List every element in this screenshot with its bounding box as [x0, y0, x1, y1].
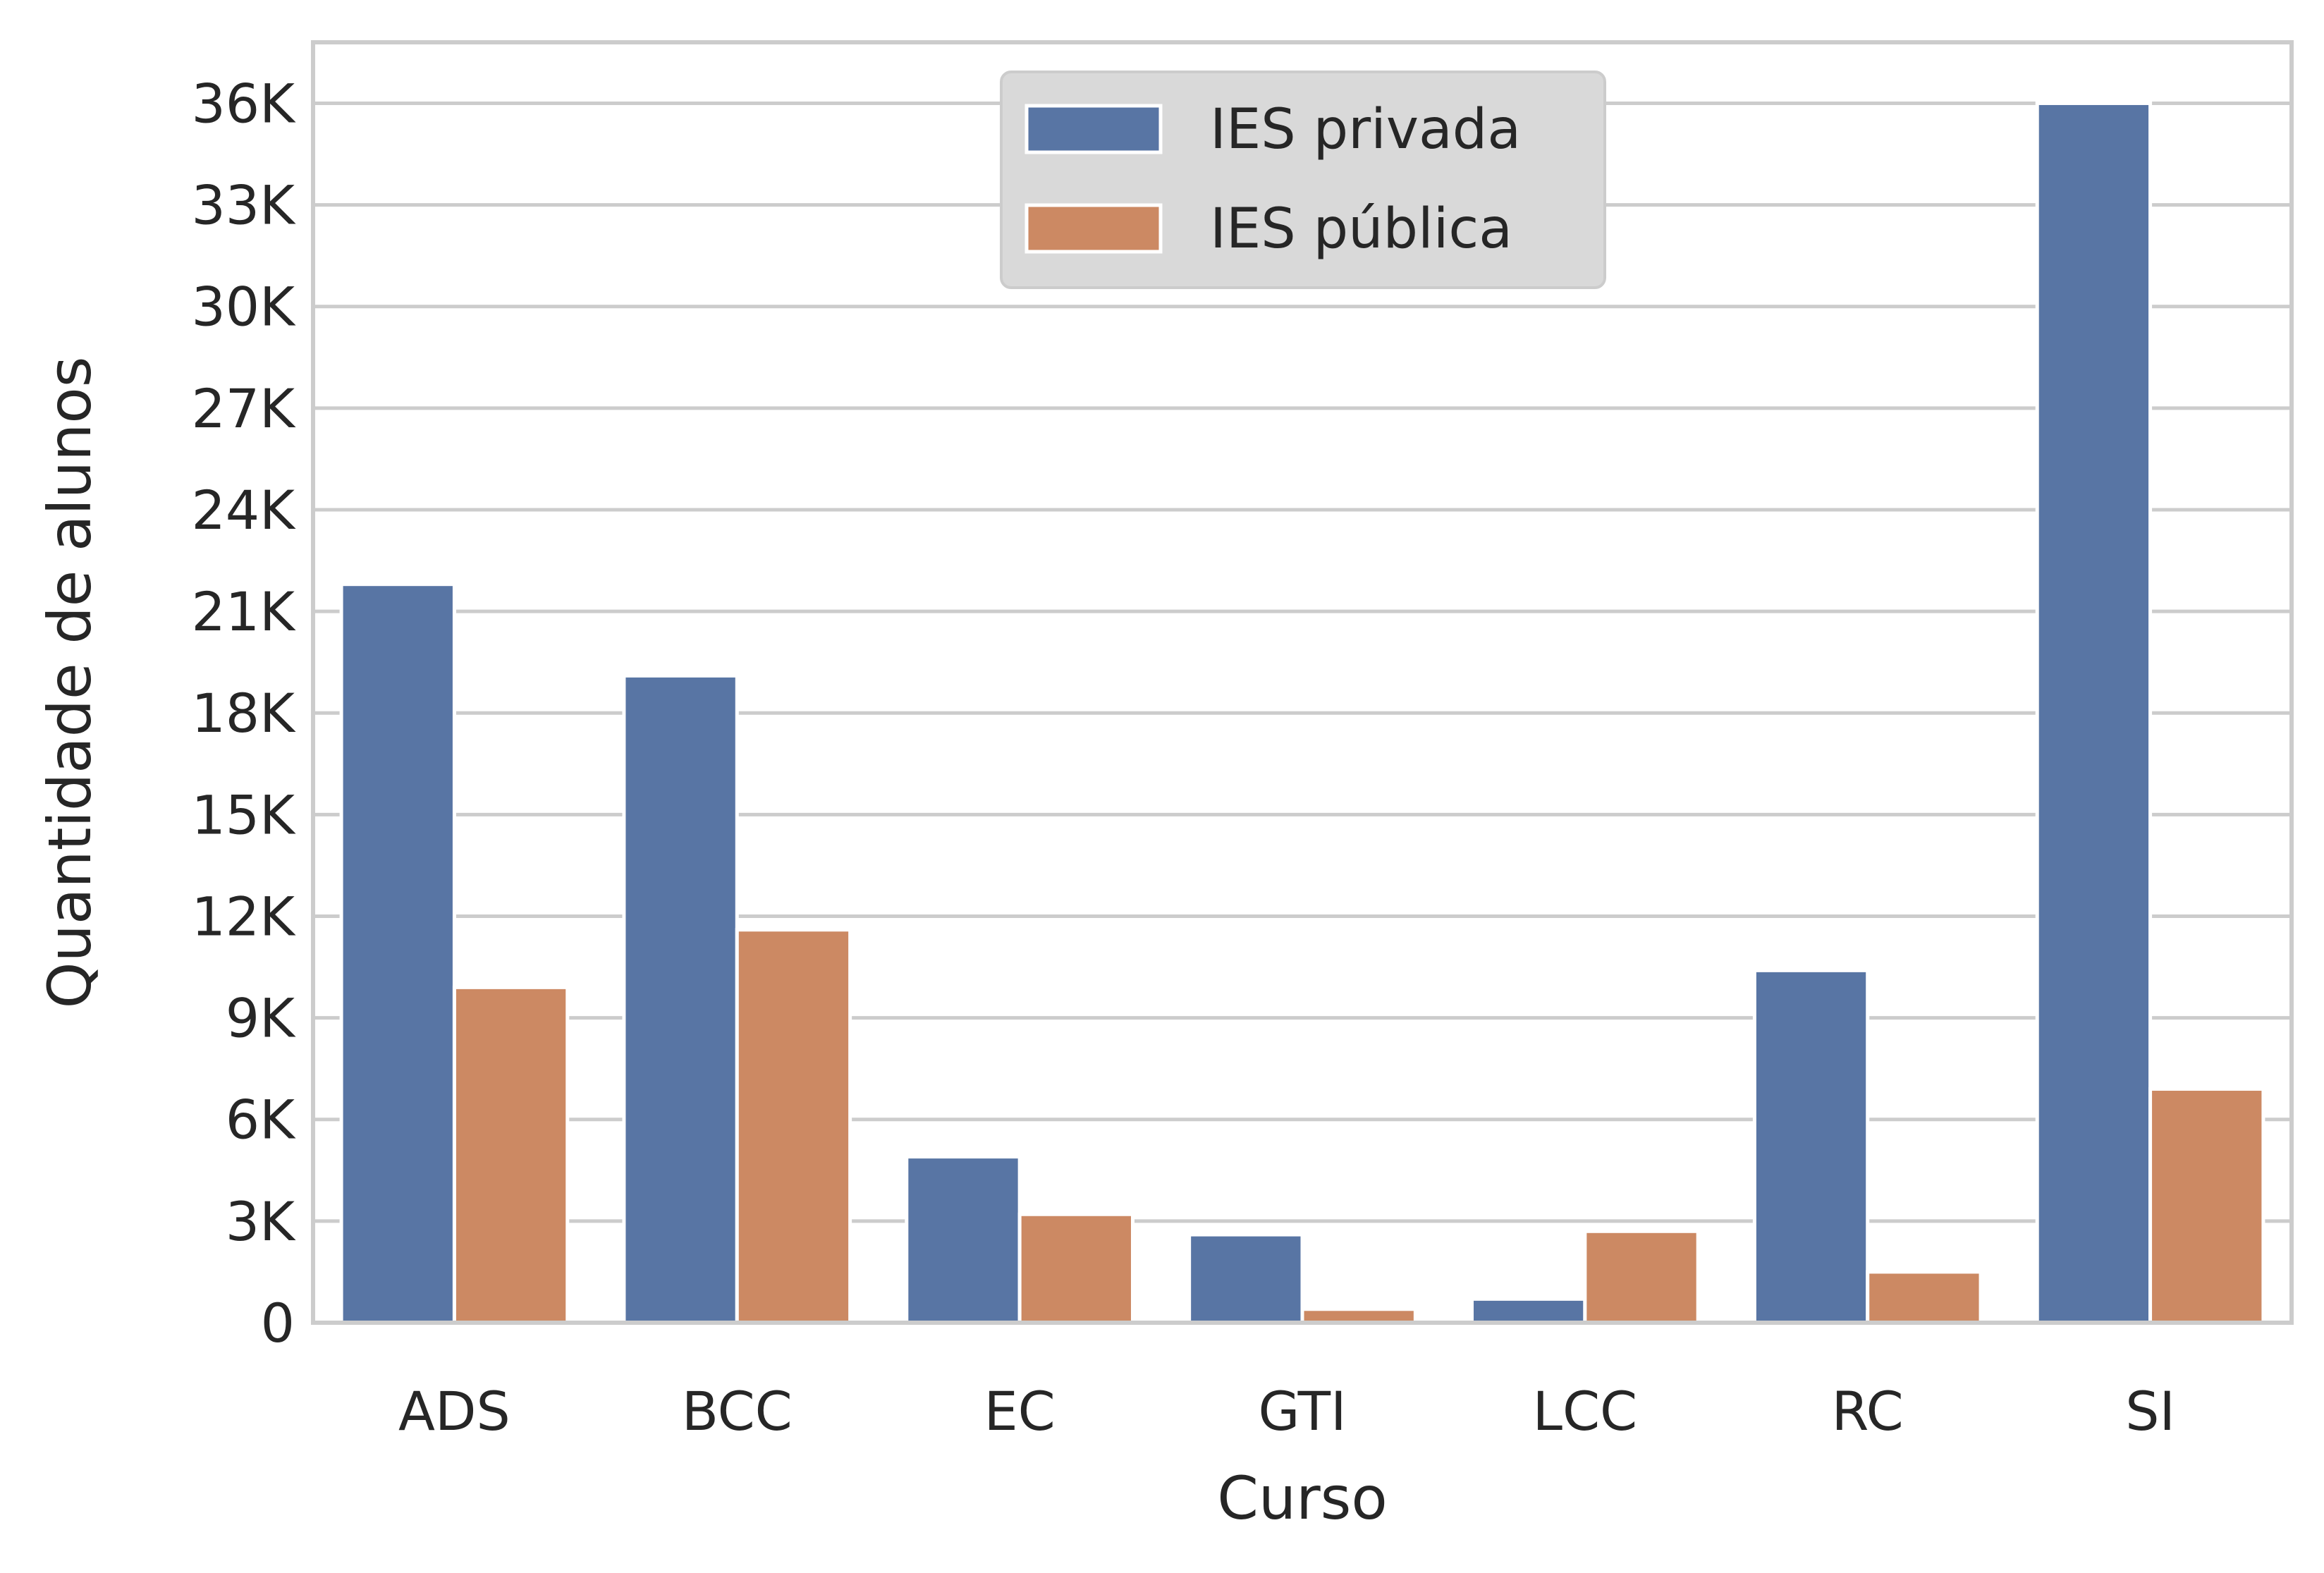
y-tick-label: 36K	[191, 72, 296, 135]
x-tick-label: SI	[2125, 1380, 2175, 1443]
legend-label: IES privada	[1210, 98, 1521, 161]
y-tick-label: 0	[261, 1292, 295, 1354]
bar-rc-series-1	[1752, 968, 1870, 1325]
x-tick-label: LCC	[1533, 1380, 1637, 1443]
bar-si-series-1	[2035, 101, 2153, 1325]
bar-si-series-2	[2148, 1087, 2265, 1325]
bar-ec-series-1	[905, 1155, 1022, 1325]
x-tick-label: RC	[1832, 1380, 1904, 1443]
x-tick-label: GTI	[1258, 1380, 1346, 1443]
legend-label: IES pública	[1210, 197, 1512, 261]
bar-ads-series-2	[452, 985, 570, 1325]
legend: IES privada IES pública	[1000, 71, 1606, 289]
x-axis-ticks: ADS BCC EC GTI LCC RC SI	[398, 1380, 2175, 1443]
y-tick-label: 3K	[226, 1190, 296, 1253]
bar-rc-series-2	[1866, 1270, 1983, 1325]
x-tick-label: EC	[984, 1380, 1056, 1443]
y-tick-label: 15K	[191, 783, 296, 846]
x-axis-label: Curso	[1217, 1464, 1388, 1533]
bar-lcc-series-2	[1583, 1229, 1700, 1325]
legend-swatch	[1025, 203, 1163, 254]
bar-gti-series-1	[1187, 1232, 1304, 1325]
y-axis-label: Quantidade de alunos	[35, 357, 104, 1009]
x-tick-label: BCC	[682, 1380, 793, 1443]
plot-frame	[311, 40, 2294, 1325]
legend-swatch	[1025, 104, 1163, 154]
y-tick-label: 21K	[191, 580, 296, 643]
y-tick-label: 6K	[226, 1089, 296, 1151]
y-axis-ticks: 0 3K 6K 9K 12K 15K 18K 21K 24K 27K 30K 33K 36K	[191, 72, 296, 1354]
y-tick-label: 12K	[191, 885, 296, 948]
bar-bcc-series-1	[622, 673, 739, 1325]
y-tick-label: 9K	[226, 987, 296, 1050]
bars	[339, 101, 2265, 1325]
y-tick-label: 30K	[191, 276, 296, 338]
x-tick-label: ADS	[398, 1380, 510, 1443]
y-tick-label: 18K	[191, 682, 296, 745]
y-tick-label: 27K	[191, 377, 296, 440]
y-tick-label: 24K	[191, 479, 296, 541]
bar-ads-series-1	[339, 582, 456, 1325]
y-tick-label: 33K	[191, 174, 296, 237]
bar-lcc-series-1	[1470, 1297, 1587, 1325]
bar-bcc-series-2	[735, 928, 852, 1325]
bar-ec-series-2	[1017, 1212, 1135, 1325]
